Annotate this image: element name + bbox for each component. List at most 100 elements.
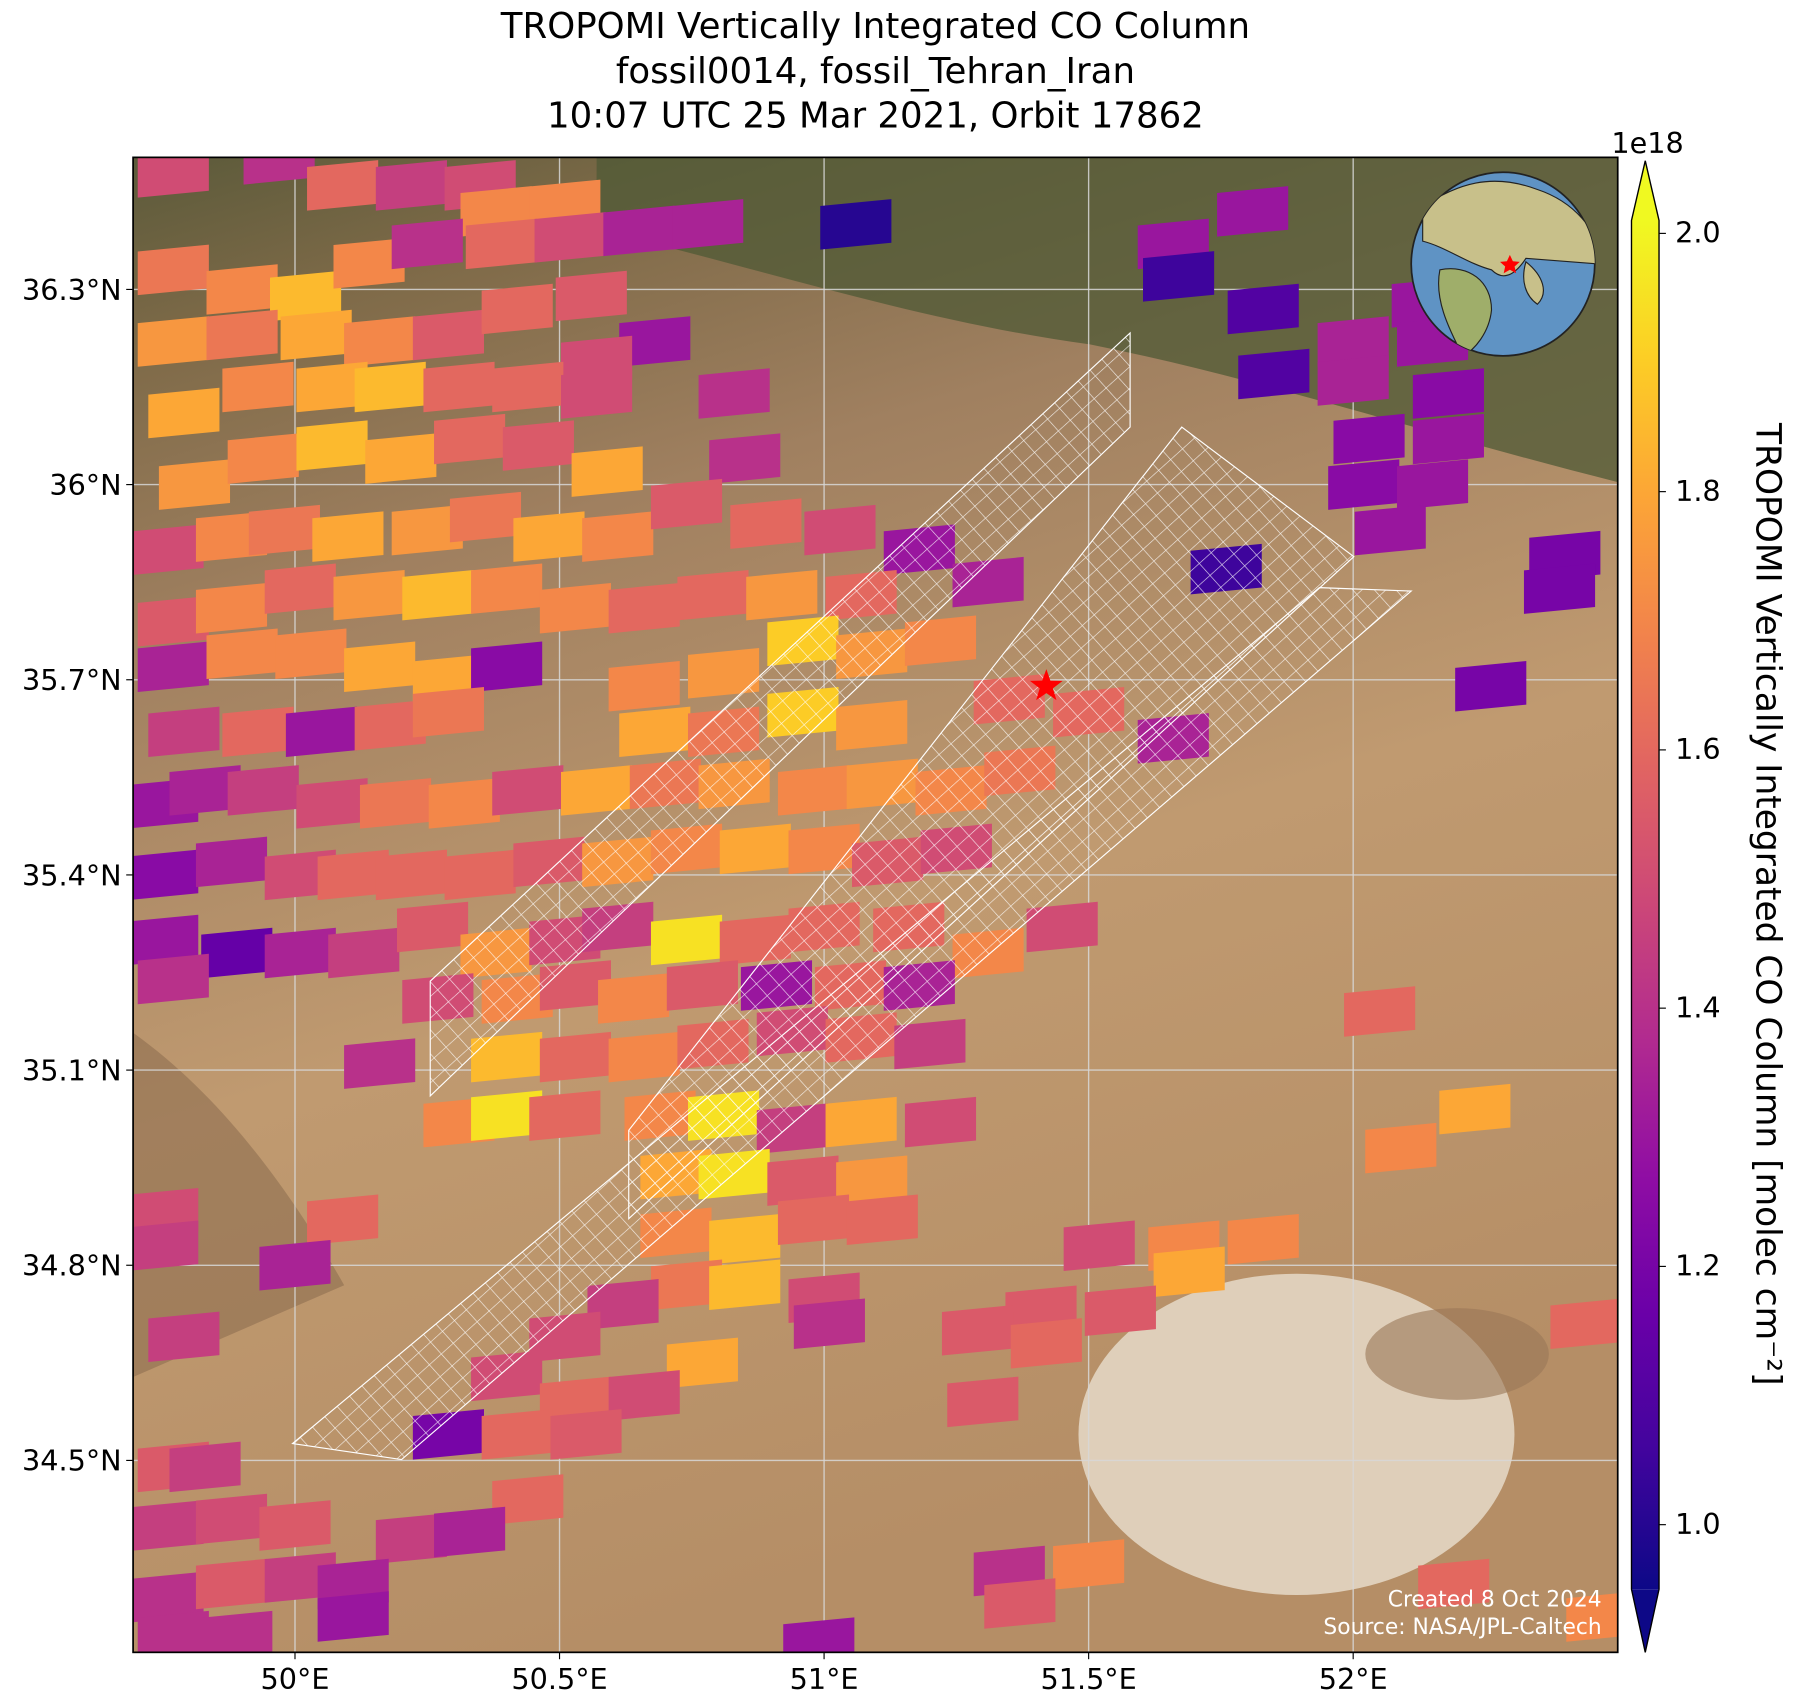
y-tick-label: 35.1°N	[22, 1053, 122, 1087]
co-pixel	[492, 361, 564, 413]
co-pixel	[137, 316, 209, 367]
colorbar-extend-min	[1631, 1589, 1660, 1653]
co-pixel	[619, 316, 691, 367]
co-pixel	[133, 914, 199, 965]
co-pixel	[471, 1090, 543, 1141]
co-pixel	[243, 157, 315, 185]
co-pixel	[133, 849, 199, 900]
co-pixel	[550, 1409, 622, 1460]
co-pixel	[904, 1096, 977, 1148]
co-pixel	[275, 628, 347, 679]
co-pixel	[672, 199, 744, 250]
co-pixel	[133, 1500, 204, 1551]
co-pixel	[608, 1370, 680, 1421]
co-pixel	[534, 212, 606, 263]
co-pixel	[471, 563, 543, 614]
x-tick-label: 51.5°E	[1040, 1662, 1136, 1696]
pixels	[133, 157, 1618, 1653]
co-pixel	[687, 648, 760, 699]
co-pixel	[280, 309, 352, 361]
co-pixel	[804, 504, 876, 556]
co-pixel	[555, 270, 627, 322]
co-pixel	[375, 849, 447, 901]
colorbar-tick-label: 1.8	[1675, 474, 1721, 508]
co-pixel	[529, 1090, 601, 1141]
co-pixel	[709, 1213, 781, 1265]
co-pixel	[1217, 186, 1289, 237]
co-pixel	[561, 368, 633, 419]
co-pixel	[354, 361, 426, 413]
co-pixel	[264, 563, 336, 614]
co-pixel	[391, 218, 463, 270]
co-pixel	[328, 927, 400, 979]
co-pixel	[195, 1493, 268, 1545]
co-pixel	[296, 361, 368, 413]
co-pixel	[148, 387, 220, 439]
co-pixel	[730, 498, 802, 549]
co-pixel	[719, 823, 791, 875]
co-pixel	[1238, 348, 1310, 400]
crater	[1365, 1308, 1549, 1400]
co-pixel	[195, 1558, 268, 1610]
co-pixel	[206, 264, 278, 315]
co-pixel	[195, 582, 268, 634]
co-pixel	[1063, 1220, 1135, 1271]
co-pixel	[444, 849, 516, 901]
co-pixel	[582, 511, 654, 562]
colorbar-tick-label: 1.0	[1675, 1507, 1721, 1541]
co-pixel	[492, 765, 564, 816]
co-pixel	[354, 700, 426, 751]
co-pixel	[1344, 986, 1416, 1037]
x-tick-label: 52°E	[1319, 1662, 1388, 1696]
co-pixel	[344, 1038, 416, 1089]
co-pixel	[169, 765, 241, 816]
chart-title: 10:07 UTC 25 Mar 2021, Orbit 17862	[547, 96, 1204, 137]
co-pixel	[793, 1298, 865, 1350]
co-pixel	[312, 511, 384, 562]
co-pixel	[264, 927, 336, 979]
co-pixel	[148, 1311, 220, 1363]
co-pixel	[746, 569, 818, 621]
co-pixel	[941, 1305, 1014, 1356]
co-pixel	[449, 491, 522, 543]
hills	[133, 1032, 345, 1377]
co-pixel	[1439, 1083, 1511, 1135]
co-pixel	[1365, 1122, 1437, 1174]
co-pixel	[608, 1031, 680, 1083]
co-pixel	[434, 1506, 506, 1558]
co-pixel	[1227, 1213, 1299, 1265]
co-pixel	[359, 778, 432, 829]
co-pixel	[836, 1155, 908, 1206]
chart-title: TROPOMI Vertically Integrated CO Column	[500, 6, 1250, 47]
co-pixel	[296, 778, 368, 829]
co-pixel	[206, 628, 278, 679]
co-pixel	[133, 524, 204, 575]
co-pixel	[402, 569, 474, 621]
plot-frame	[132, 156, 1619, 1654]
colorbar-tick-label: 1.4	[1675, 990, 1721, 1024]
co-pixel	[158, 459, 231, 510]
co-pixel	[698, 368, 770, 419]
co-pixel	[846, 1194, 918, 1245]
colorbar-label: TROPOMI Vertically Integrated CO Column …	[1748, 422, 1788, 1385]
co-pixel	[1084, 1285, 1156, 1337]
co-pixel	[561, 765, 633, 816]
co-pixel	[666, 960, 738, 1011]
co-pixel	[344, 316, 416, 367]
colorbar-offset: 1e18	[1611, 126, 1683, 160]
globe-inset	[1410, 171, 1596, 357]
colorbar-body	[1631, 220, 1660, 1590]
co-pixel	[608, 582, 680, 634]
co-pixel	[1010, 1318, 1082, 1369]
y-tick-label: 36.3°N	[22, 273, 122, 307]
co-pixel	[137, 1610, 209, 1653]
co-pixel	[375, 1513, 447, 1564]
co-pixel	[619, 706, 691, 758]
co-pixel	[471, 641, 543, 692]
target-marker	[1029, 669, 1063, 701]
co-pixel	[1026, 901, 1098, 953]
co-pixel	[767, 1155, 839, 1206]
co-pixel	[1396, 459, 1469, 510]
co-pixel	[894, 1018, 966, 1070]
overlay	[1029, 669, 1063, 701]
